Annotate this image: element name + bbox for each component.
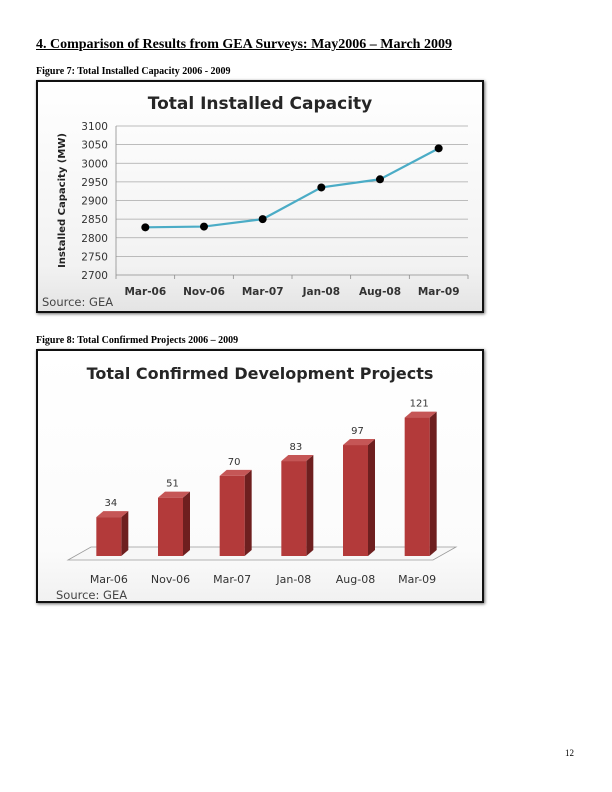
source-note: Source: GEA [56, 588, 127, 601]
confirmed-projects-chart-frame: Total Confirmed Development Projects 34 Ma… [36, 349, 484, 603]
bar [404, 417, 430, 556]
x-tick-label: Nov-06 [151, 573, 190, 586]
data-label: 83 [289, 442, 302, 453]
data-point [258, 215, 267, 224]
data-label: 70 [228, 457, 241, 468]
data-point [376, 175, 384, 184]
bar [219, 475, 245, 556]
y-tick-label: 2700 [81, 270, 108, 282]
data-label: 51 [166, 479, 179, 490]
bar [343, 445, 368, 556]
data-label: 121 [410, 399, 429, 410]
y-tick-label: 2750 [81, 251, 108, 263]
bar-side [306, 455, 314, 556]
x-tick-label: Mar-06 [124, 286, 166, 298]
installed-capacity-chart-frame: Total Installed Capacity 2700 2750 2800 2850… [36, 80, 484, 313]
x-tick-label: Aug-08 [359, 286, 401, 298]
x-tick-label: Mar-07 [213, 573, 251, 586]
page-number: 12 [565, 748, 574, 758]
bar-top [281, 455, 314, 462]
data-point [434, 144, 443, 153]
x-tick-label: Jan-08 [302, 286, 340, 298]
x-tick-label: Jan-08 [275, 573, 311, 586]
source-note: Source: GEA [42, 295, 113, 309]
data-label: 34 [104, 498, 117, 509]
bar-top [158, 491, 190, 498]
bar-top [343, 439, 375, 446]
data-label: 97 [351, 426, 364, 437]
x-tick-label: Nov-06 [183, 286, 225, 298]
y-tick-label: 3050 [81, 140, 108, 152]
bar-side [183, 491, 190, 556]
x-tick-label: Mar-09 [418, 286, 460, 298]
y-tick-label: 2950 [81, 177, 108, 189]
chart-title: Total Confirmed Development Projects [87, 364, 434, 383]
x-tick-label: Mar-07 [242, 286, 284, 298]
bar-side [429, 411, 437, 556]
confirmed-projects-chart: Total Confirmed Development Projects 34 Ma… [56, 364, 458, 601]
installed-capacity-chart: Total Installed Capacity 2700 2750 2800 2850… [42, 94, 469, 309]
bar-top [96, 511, 129, 518]
data-point [141, 223, 150, 232]
data-point [317, 183, 326, 192]
x-tick-label: Aug-08 [336, 573, 375, 586]
bar [158, 497, 183, 556]
bar-top [404, 411, 437, 418]
figure-7-caption: Figure 7: Total Installed Capacity 2006 … [36, 66, 231, 77]
y-tick-label: 2800 [81, 233, 108, 245]
bar-side [244, 469, 252, 556]
data-point [200, 222, 208, 231]
bar [96, 517, 122, 556]
y-tick-label: 3100 [81, 121, 108, 133]
section-heading: 4. Comparison of Results from GEA Survey… [36, 37, 452, 52]
series-line [145, 147, 440, 229]
bar-side [121, 511, 129, 556]
x-tick-label: Mar-09 [398, 573, 436, 586]
y-tick-label: 2900 [81, 196, 108, 208]
y-tick-label: 3000 [81, 158, 108, 170]
y-axis-label: Installed Capacity (MW) [57, 133, 68, 268]
bar-side [368, 439, 375, 556]
figure-8-caption: Figure 8: Total Confirmed Projects 2006 … [36, 335, 239, 346]
x-tick-label: Mar-06 [90, 573, 128, 586]
chart-title: Total Installed Capacity [148, 94, 372, 114]
bar-top [219, 469, 252, 476]
y-tick-label: 2850 [81, 214, 108, 226]
bar [281, 461, 307, 556]
